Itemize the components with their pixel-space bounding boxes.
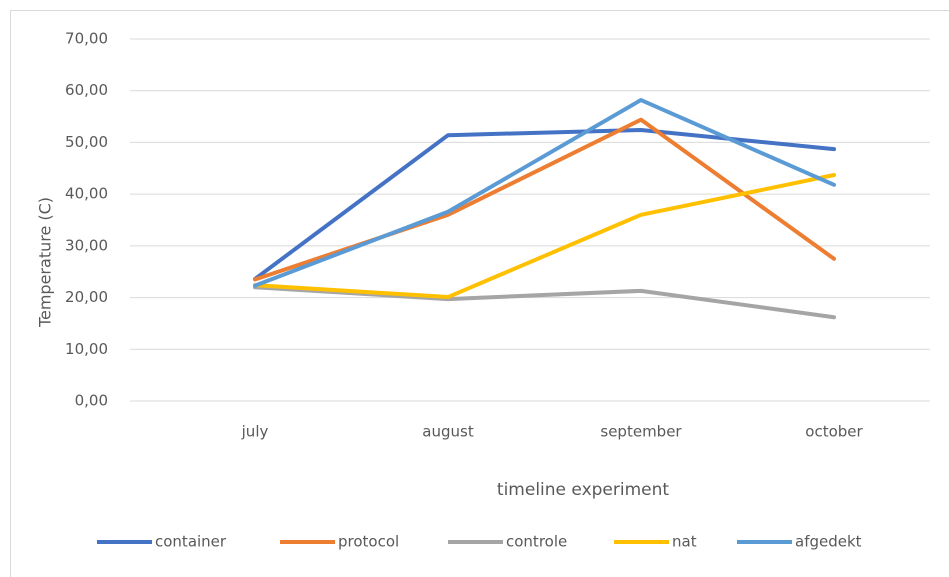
y-tick-label: 20,00: [65, 288, 108, 306]
legend-label: nat: [672, 533, 697, 551]
x-tick-label: july: [241, 423, 269, 441]
legend-label: container: [155, 533, 227, 551]
x-tick-label: september: [600, 423, 682, 441]
legend-label: protocol: [338, 533, 399, 551]
series-line: [253, 173, 836, 300]
y-tick-label: 10,00: [65, 340, 108, 358]
chart-frame: [10, 10, 949, 577]
x-tick-label: august: [422, 423, 474, 441]
y-tick-label: 70,00: [65, 30, 108, 48]
y-tick-label: 50,00: [65, 133, 108, 151]
x-tick-label: october: [805, 423, 863, 441]
y-tick-label: 0,00: [75, 392, 108, 410]
legend-label: controle: [506, 533, 567, 551]
x-axis-title: timeline experiment: [497, 480, 669, 500]
series-line: [253, 128, 836, 281]
y-tick-label: 40,00: [65, 185, 108, 203]
series-line: [253, 285, 836, 320]
y-axis-title: Temperature (C): [36, 197, 55, 328]
series-line: [253, 98, 836, 288]
y-tick-label: 60,00: [65, 81, 108, 99]
y-tick-label: 30,00: [65, 236, 108, 254]
legend-label: afgedekt: [795, 533, 862, 551]
